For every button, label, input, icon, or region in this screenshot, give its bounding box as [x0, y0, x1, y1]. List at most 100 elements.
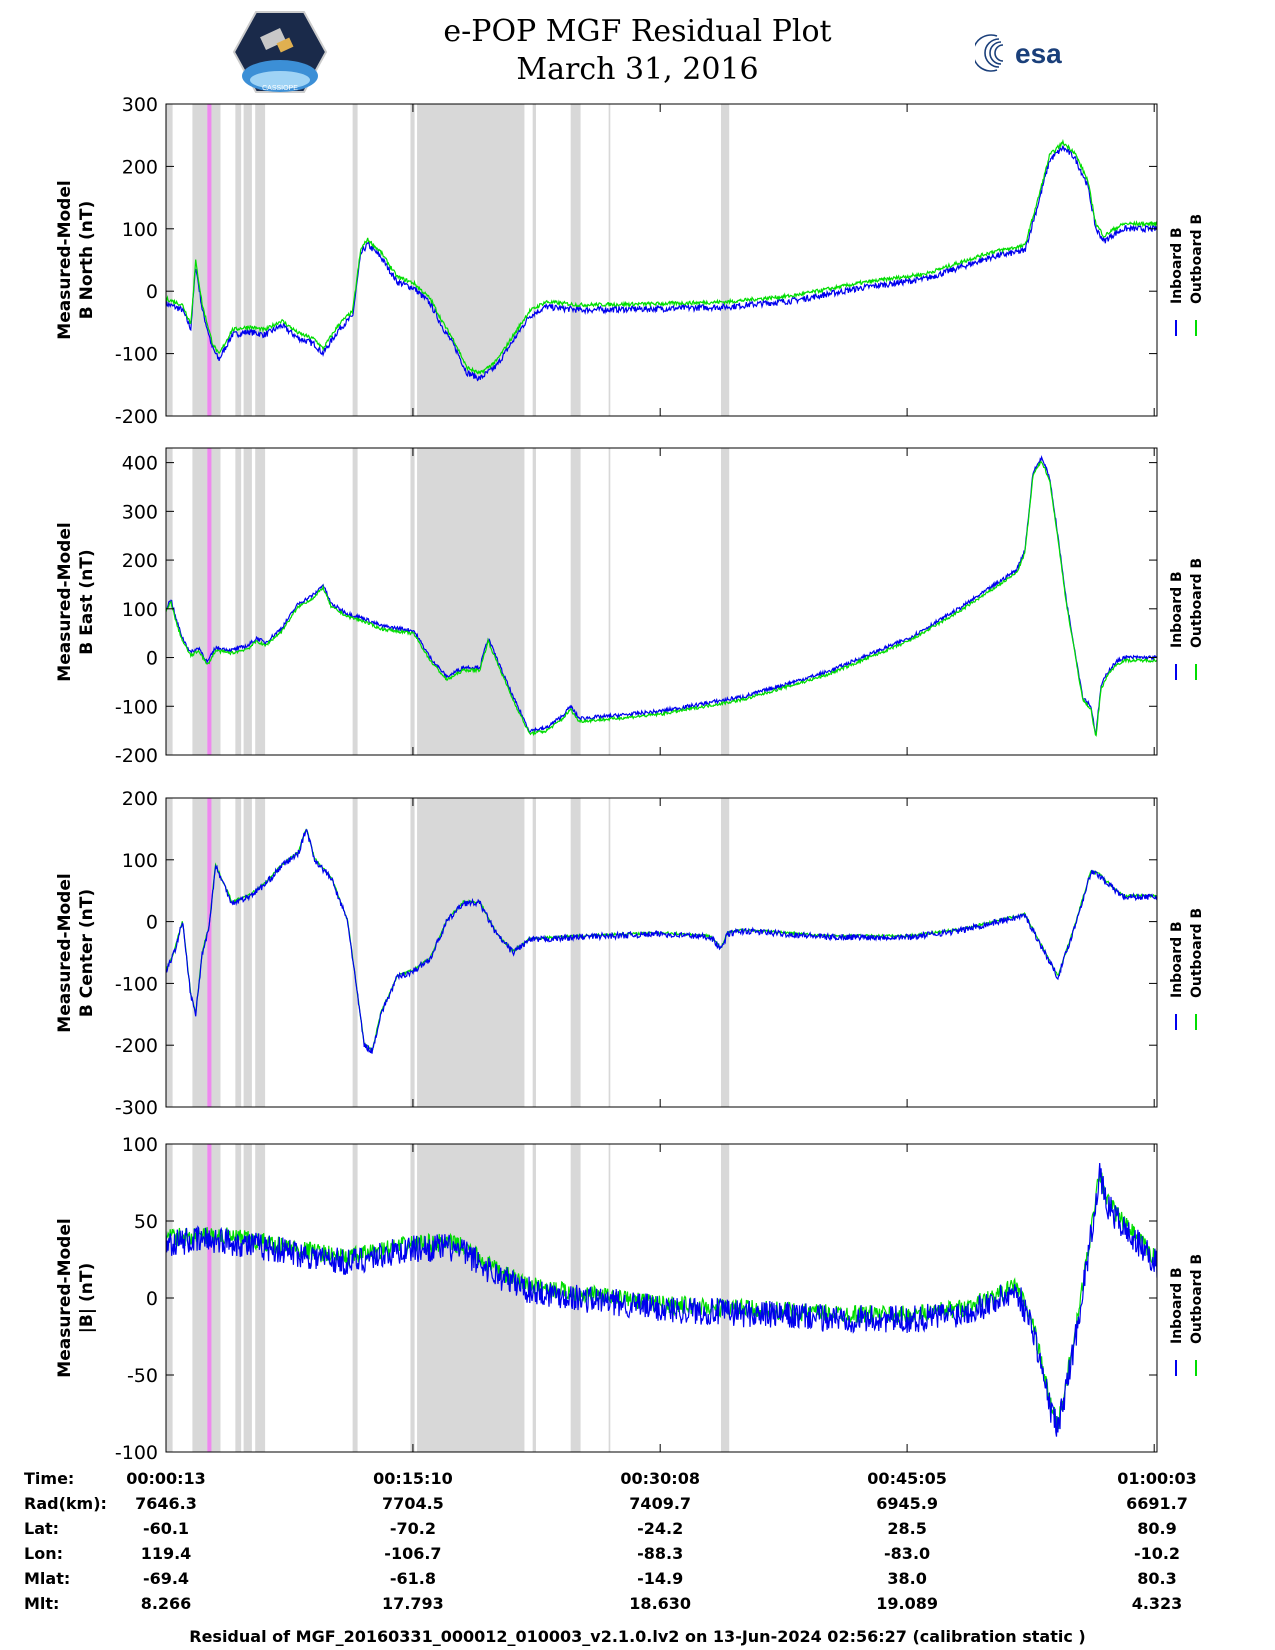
shaded-gap-2-11: [608, 798, 611, 1107]
y-tick-label-2--100: -100: [115, 973, 158, 995]
y-axis-label-0: Measured-Model B North (nT): [55, 180, 97, 340]
legend-1: Inboard B Outboard B: [1169, 557, 1205, 648]
series-line-outboard-b-0: [166, 138, 1157, 375]
y-tick-label-2-200: 200: [122, 788, 158, 810]
esa-logo-text: esa: [1015, 38, 1062, 69]
y-tick-label-2-0: 0: [146, 912, 158, 934]
footer-cell: 7704.5: [382, 1494, 444, 1513]
y-tick-label-1-0: 0: [146, 648, 158, 670]
footer-cell: 00:30:08: [620, 1469, 700, 1488]
series-line-outboard-b-2: [166, 828, 1157, 1052]
footer-cell: -60.1: [142, 1519, 190, 1538]
shaded-gap-2-1: [192, 798, 208, 1107]
shaded-gap-1-10: [570, 448, 581, 755]
footer-cell: -83.0: [884, 1544, 931, 1563]
footer-cell: 19.089: [876, 1594, 938, 1613]
shaded-gap-0-10: [570, 104, 581, 416]
footer-cell: 00:15:10: [373, 1469, 453, 1488]
cassiope-mission-logo: CASSIOPE: [232, 11, 328, 93]
shaded-gap-2-9: [532, 798, 536, 1107]
y-tick-label-0--200: -200: [115, 406, 158, 428]
y-tick-label-3--100: -100: [115, 1442, 158, 1464]
shaded-gap-1-9: [532, 448, 536, 755]
y-tick-label-2--200: -200: [115, 1035, 158, 1057]
footer-cell: -88.3: [637, 1544, 684, 1563]
shaded-gap-2-8: [417, 798, 525, 1107]
shaded-gap-1-8: [417, 448, 525, 755]
shaded-gap-3-8: [417, 1144, 525, 1452]
cassiope-logo-text: CASSIOPE: [262, 85, 298, 92]
footer-note: Residual of MGF_20160331_000012_010003_v…: [189, 1627, 1086, 1646]
footer-cell: 18.630: [629, 1594, 692, 1613]
y-tick-label-1--200: -200: [115, 745, 158, 767]
plot-frame-1: [165, 447, 1158, 756]
shaded-gap-0-4: [243, 104, 252, 416]
shaded-gap-0-8: [417, 104, 525, 416]
y-tick-label-2-100: 100: [122, 850, 158, 872]
y-axis-label-2: Measured-Model B Center (nT): [55, 872, 97, 1033]
shaded-gap-2-12: [720, 798, 730, 1107]
shaded-gap-1-3: [235, 448, 242, 755]
shaded-gap-0-5: [255, 104, 266, 416]
y-tick-label-3--50: -50: [127, 1365, 158, 1387]
y-tick-label-1-400: 400: [122, 453, 158, 475]
footer-cell: 80.9: [1137, 1519, 1177, 1538]
shaded-gap-0-3: [235, 104, 242, 416]
footer-cell: 01:00:03: [1117, 1469, 1197, 1488]
shaded-gap-1-5: [255, 448, 266, 755]
shaded-gap-2-10: [570, 798, 581, 1107]
shaded-gap-3-7: [410, 1144, 415, 1452]
footer-cell: 28.5: [887, 1519, 927, 1538]
footer-cell: 80.3: [1137, 1569, 1177, 1588]
plot-frame-0: [165, 103, 1158, 417]
y-tick-label-0-0: 0: [146, 281, 158, 303]
chart-title-line1: e-POP MGF Residual Plot: [443, 14, 832, 49]
shaded-gap-0-12: [720, 104, 730, 416]
legend-2: Inboard B Outboard B: [1169, 907, 1205, 998]
y-tick-label-1--100: -100: [115, 696, 158, 718]
series-line-inboard-b-3: [166, 1162, 1157, 1437]
footer-cell: 7646.3: [135, 1494, 197, 1513]
shaded-gap-2-6: [352, 798, 358, 1107]
y-tick-label-1-200: 200: [122, 550, 158, 572]
chart-title-line2: March 31, 2016: [516, 52, 759, 87]
shaded-gap-1-12: [720, 448, 730, 755]
footer-row-label: Lon:: [24, 1544, 63, 1563]
legend-3: Inboard B Outboard B: [1169, 1253, 1205, 1344]
series-line-inboard-b-2: [166, 829, 1157, 1054]
shaded-gap-1-4: [243, 448, 252, 755]
shaded-gap-2-4: [243, 798, 252, 1107]
y-axis-label-1: Measured-Model B East (nT): [55, 521, 97, 682]
footer-row-label: Mlt:: [24, 1594, 60, 1613]
shaded-gap-2-3: [235, 798, 242, 1107]
footer-cell: -10.2: [1133, 1544, 1181, 1563]
y-tick-label-2--300: -300: [115, 1097, 158, 1119]
footer-cell: 6945.9: [876, 1494, 938, 1513]
shaded-gap-2-7: [410, 798, 415, 1107]
shaded-gap-3-9: [532, 1144, 536, 1452]
shaded-gap-3-1: [192, 1144, 208, 1452]
y-axis-label-3: Measured-Model |B| (nT): [55, 1218, 97, 1378]
y-tick-label-1-300: 300: [122, 501, 158, 523]
pink-marker-1-0: [207, 448, 212, 755]
series-line-outboard-b-3: [166, 1170, 1157, 1430]
footer-cell: -70.2: [389, 1519, 436, 1538]
y-tick-label-0-200: 200: [122, 156, 158, 178]
pink-marker-3-0: [207, 1144, 212, 1452]
shaded-gap-0-7: [410, 104, 415, 416]
shaded-gap-2-5: [255, 798, 266, 1107]
footer-cell: 17.793: [382, 1594, 444, 1613]
footer-cell: -24.2: [637, 1519, 684, 1538]
shaded-gap-0-0: [166, 104, 173, 416]
shaded-gap-0-6: [352, 104, 358, 416]
footer-cell: 7409.7: [629, 1494, 692, 1513]
y-tick-label-3-100: 100: [122, 1134, 158, 1156]
series-line-outboard-b-1: [166, 460, 1157, 737]
shaded-gap-1-6: [352, 448, 358, 755]
shaded-gap-2-0: [166, 798, 173, 1107]
y-tick-label-1-100: 100: [122, 599, 158, 621]
shaded-gap-0-11: [608, 104, 611, 416]
shaded-gap-3-3: [235, 1144, 242, 1452]
y-tick-label-3-50: 50: [134, 1211, 158, 1233]
footer-cell: 00:45:05: [867, 1469, 947, 1488]
